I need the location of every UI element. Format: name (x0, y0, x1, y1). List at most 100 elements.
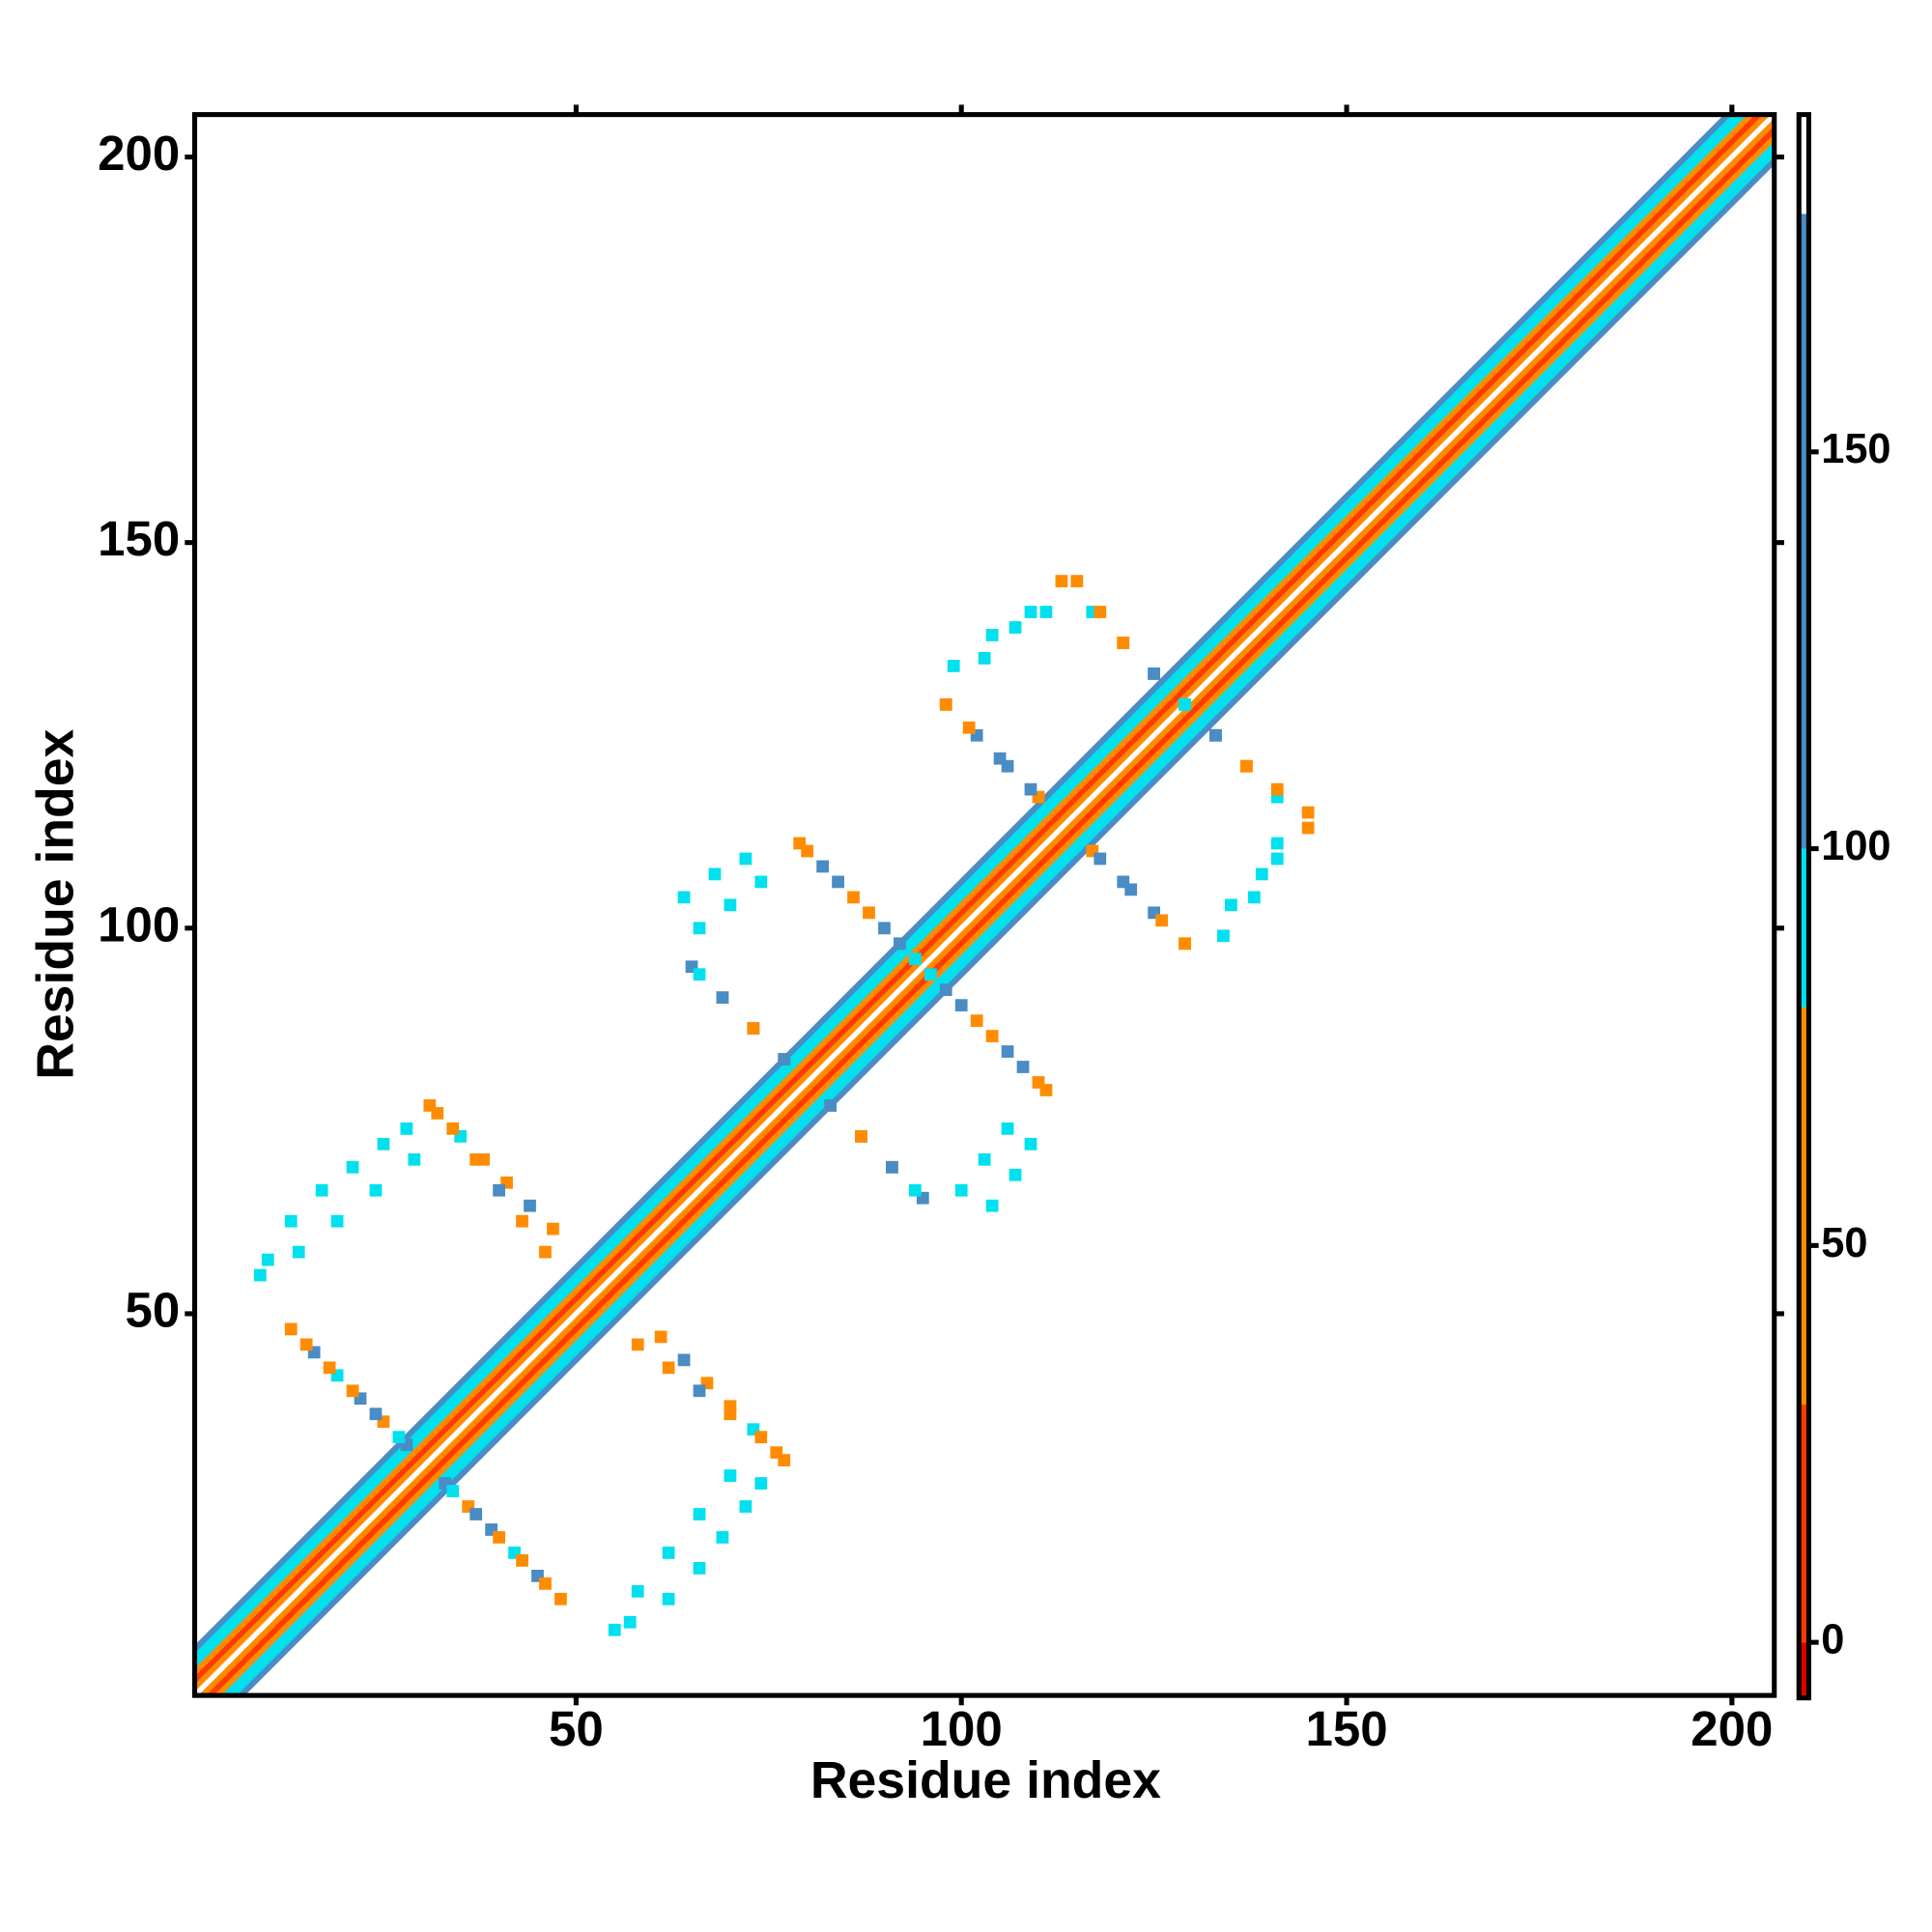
contact-cell (754, 1431, 768, 1444)
colorbar-segment (1799, 213, 1809, 849)
contact-cell (724, 1407, 737, 1421)
contact-cell (631, 1584, 644, 1598)
contact-cell (954, 1183, 968, 1197)
contact-cell (377, 1137, 390, 1151)
contact-cell (693, 1384, 706, 1398)
contact-cell (978, 652, 991, 665)
contact-cell (1001, 1045, 1014, 1058)
contact-cell (739, 852, 753, 866)
contact-cell (346, 1384, 359, 1398)
contact-cell (315, 1183, 328, 1197)
contact-cell (954, 999, 968, 1012)
contact-cell (516, 1214, 528, 1228)
colorbar-tick-label: 0 (1821, 1617, 1844, 1663)
diagonal-band (231, 151, 1776, 1698)
contact-cell (1094, 606, 1107, 618)
x-tick-label: 100 (921, 1701, 1003, 1756)
contact-cell (754, 875, 768, 889)
contact-cell (1070, 575, 1084, 587)
contact-cell (1001, 1122, 1014, 1135)
contact-cell (1209, 728, 1222, 742)
contact-cell (708, 867, 722, 881)
contact-cell (778, 1454, 791, 1467)
y-tick-label: 200 (98, 126, 180, 181)
colorbar-segment (1799, 1404, 1809, 1643)
diagonal-band (192, 112, 1730, 1652)
contact-cell (662, 1547, 675, 1559)
contact-cell (524, 1199, 536, 1212)
x-tick-label: 150 (1305, 1701, 1387, 1756)
contact-cell (292, 1245, 305, 1259)
contact-cell (855, 1129, 867, 1143)
contact-cell (947, 660, 960, 672)
contact-cell (369, 1183, 383, 1197)
contact-cell (261, 1253, 274, 1266)
contact-cell (1301, 821, 1315, 835)
colorbar-tick-label: 100 (1821, 823, 1890, 869)
diagonal-band (192, 112, 1753, 1675)
contact-cell (693, 1508, 706, 1520)
contact-cell (539, 1245, 552, 1259)
contact-cell (886, 1160, 898, 1174)
contact-cell (993, 752, 1007, 765)
contact-cell (1009, 621, 1022, 634)
contact-cell (793, 837, 807, 850)
contact-cell (754, 1477, 768, 1490)
contact-cell (1024, 606, 1037, 618)
diagonal-band (215, 135, 1776, 1698)
contact-cell (284, 1214, 298, 1228)
contact-cell (939, 983, 952, 997)
y-tick-label: 100 (98, 896, 180, 952)
x-tick-label: 50 (549, 1701, 604, 1756)
contact-cell (392, 1431, 406, 1444)
diagonal-band (192, 112, 1769, 1690)
contact-cell (1039, 606, 1053, 618)
y-tick-label: 150 (98, 511, 180, 566)
contact-cell (400, 1122, 413, 1135)
contact-cell (824, 1099, 837, 1112)
contact-cell (516, 1554, 528, 1567)
contact-cell (631, 1338, 644, 1351)
contact-cell (962, 721, 976, 734)
contact-cell (716, 1531, 729, 1544)
diagonal-band (192, 112, 1746, 1667)
contact-cell (970, 1014, 983, 1027)
diagonal-band (208, 128, 1776, 1698)
contact-cell (693, 968, 706, 981)
contact-cell (1124, 883, 1138, 896)
diagonal-band (192, 112, 1738, 1660)
contact-cell (816, 860, 830, 873)
contact-cell (408, 1152, 421, 1166)
plot-frame (191, 112, 1777, 1698)
contact-cell (446, 1485, 460, 1497)
contact-cell (493, 1531, 505, 1544)
contact-cell (654, 1330, 668, 1344)
diagonal-band (223, 143, 1776, 1698)
contact-cell (847, 891, 860, 904)
colorbar-segment (1799, 848, 1809, 1008)
contact-cell (1270, 852, 1284, 866)
contact-cell (1039, 1084, 1053, 1096)
contact-cell (908, 1183, 922, 1197)
contact-cell (1024, 1137, 1037, 1151)
contact-cell (677, 1353, 691, 1367)
contact-cell (978, 1152, 991, 1166)
contact-cell (469, 1152, 483, 1166)
contact-cell (1217, 929, 1230, 943)
contact-cell (623, 1615, 637, 1629)
diagonal-band (200, 120, 1776, 1698)
contact-cell (724, 898, 737, 912)
contact-cell (554, 1592, 567, 1605)
contact-cell (1270, 782, 1284, 796)
contact-cell (894, 937, 906, 951)
colorbar-segment (1799, 1642, 1809, 1698)
contact-cell (985, 1199, 999, 1212)
contact-cell (1179, 697, 1191, 711)
contact-cell (677, 891, 691, 904)
cells (192, 112, 1776, 1698)
contact-cell (878, 922, 891, 935)
contact-cell (1117, 637, 1130, 649)
y-tick-label: 50 (125, 1282, 180, 1337)
colorbar-frame (1796, 112, 1811, 1701)
contact-cell (716, 991, 729, 1005)
